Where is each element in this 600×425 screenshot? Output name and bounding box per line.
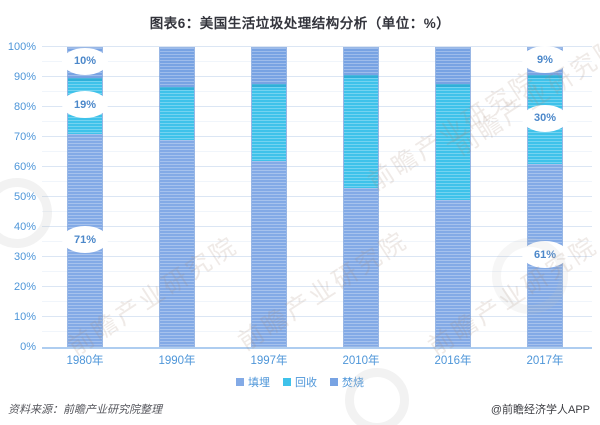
- gridline: [42, 286, 592, 287]
- y-tick-label: 80%: [13, 101, 36, 113]
- y-tick-label: 40%: [13, 221, 36, 233]
- gridline: [42, 121, 592, 122]
- bar-1980年: 71% 19% 10%: [62, 47, 108, 347]
- gridline: [42, 46, 592, 47]
- y-tick-label: 60%: [13, 161, 36, 173]
- bar-segment-landfill: [344, 188, 378, 346]
- bar-segment-incinerate: [436, 48, 470, 84]
- gridline: [42, 256, 592, 257]
- data-label-bubble: 9%: [522, 46, 568, 73]
- gridline: [42, 76, 592, 77]
- data-label-bubble: 30%: [522, 104, 568, 132]
- bar-2010年: [343, 47, 379, 347]
- data-label-bubble: 71%: [62, 226, 108, 253]
- gridline: [42, 226, 592, 227]
- y-axis: 0% 10% 20% 30% 40% 50% 60% 70% 80% 90% 100%: [0, 41, 36, 353]
- bar-segment-landfill: [160, 140, 194, 346]
- legend-label: 焚烧: [342, 377, 364, 389]
- bar-segment-recycle: [160, 86, 194, 141]
- source-note: 资料来源：前瞻产业研究院整理: [8, 404, 162, 416]
- bar-2017年: 61% 30% 9%: [522, 46, 568, 347]
- x-tick-label: 1980年: [66, 355, 104, 367]
- gridline: [42, 331, 592, 332]
- credit-note: @前瞻经济学人APP: [490, 404, 590, 416]
- gridline: [42, 181, 592, 182]
- x-tick-label: 2016年: [434, 355, 472, 367]
- data-label-bubble: 19%: [62, 91, 108, 118]
- y-tick-label: 20%: [13, 281, 36, 293]
- gridline: [42, 196, 592, 197]
- legend-label: 填埋: [248, 377, 270, 389]
- legend-swatch-incinerate: [330, 378, 338, 386]
- bar-segment-recycle: [436, 83, 470, 200]
- gridline: [42, 241, 592, 242]
- gridline: [42, 316, 592, 317]
- gridline: [42, 151, 592, 152]
- y-tick-label: 10%: [13, 311, 36, 323]
- bar-segment-recycle: [252, 83, 286, 162]
- x-tick-label: 1990年: [158, 355, 196, 367]
- data-label-bubble: 61%: [522, 241, 568, 268]
- bar-1997年: [251, 47, 287, 347]
- y-tick-label: 50%: [13, 191, 36, 203]
- x-tick-label: 2017年: [526, 355, 564, 367]
- bar-segment-recycle: [344, 74, 378, 189]
- x-tick-label: 1997年: [250, 355, 288, 367]
- y-tick-label: 30%: [13, 251, 36, 263]
- gridline: [42, 166, 592, 167]
- gridline: [42, 301, 592, 302]
- gridline: [42, 211, 592, 212]
- gridline: [42, 106, 592, 107]
- bar-segment-incinerate: [252, 47, 286, 84]
- bar-2016年: [435, 47, 471, 347]
- legend-item-landfill: 填埋: [236, 374, 270, 390]
- y-tick-label: 100%: [7, 41, 36, 53]
- y-tick-label: 70%: [13, 131, 36, 143]
- gridline: [42, 271, 592, 272]
- plot-area: 71% 19% 10% 61% 30% 9%: [42, 46, 592, 349]
- legend-item-recycle: 回收: [283, 374, 317, 390]
- bar-segment-landfill: [436, 199, 470, 346]
- x-axis: 1980年 1990年 1997年 2010年 2016年 2017年: [42, 352, 592, 368]
- bar-segment-incinerate: [344, 48, 378, 75]
- page-title: 图表6：美国生活垃圾处理结构分析（单位：%）: [149, 16, 451, 31]
- legend-swatch-landfill: [236, 378, 244, 386]
- legend-item-incinerate: 焚烧: [330, 374, 364, 390]
- gridline: [42, 136, 592, 137]
- bar-1990年: [159, 47, 195, 347]
- gridline: [42, 91, 592, 92]
- legend: 填埋 回收 焚烧: [0, 374, 600, 390]
- legend-swatch-recycle: [283, 378, 291, 386]
- bar-segment-incinerate: [160, 48, 194, 87]
- y-tick-label: 90%: [13, 71, 36, 83]
- data-label-bubble: 10%: [62, 47, 108, 75]
- x-tick-label: 2010年: [342, 355, 380, 367]
- y-tick-label: 0%: [20, 341, 36, 353]
- legend-label: 回收: [295, 377, 317, 389]
- gridline: [42, 61, 592, 62]
- bar-segment-landfill: [252, 161, 286, 346]
